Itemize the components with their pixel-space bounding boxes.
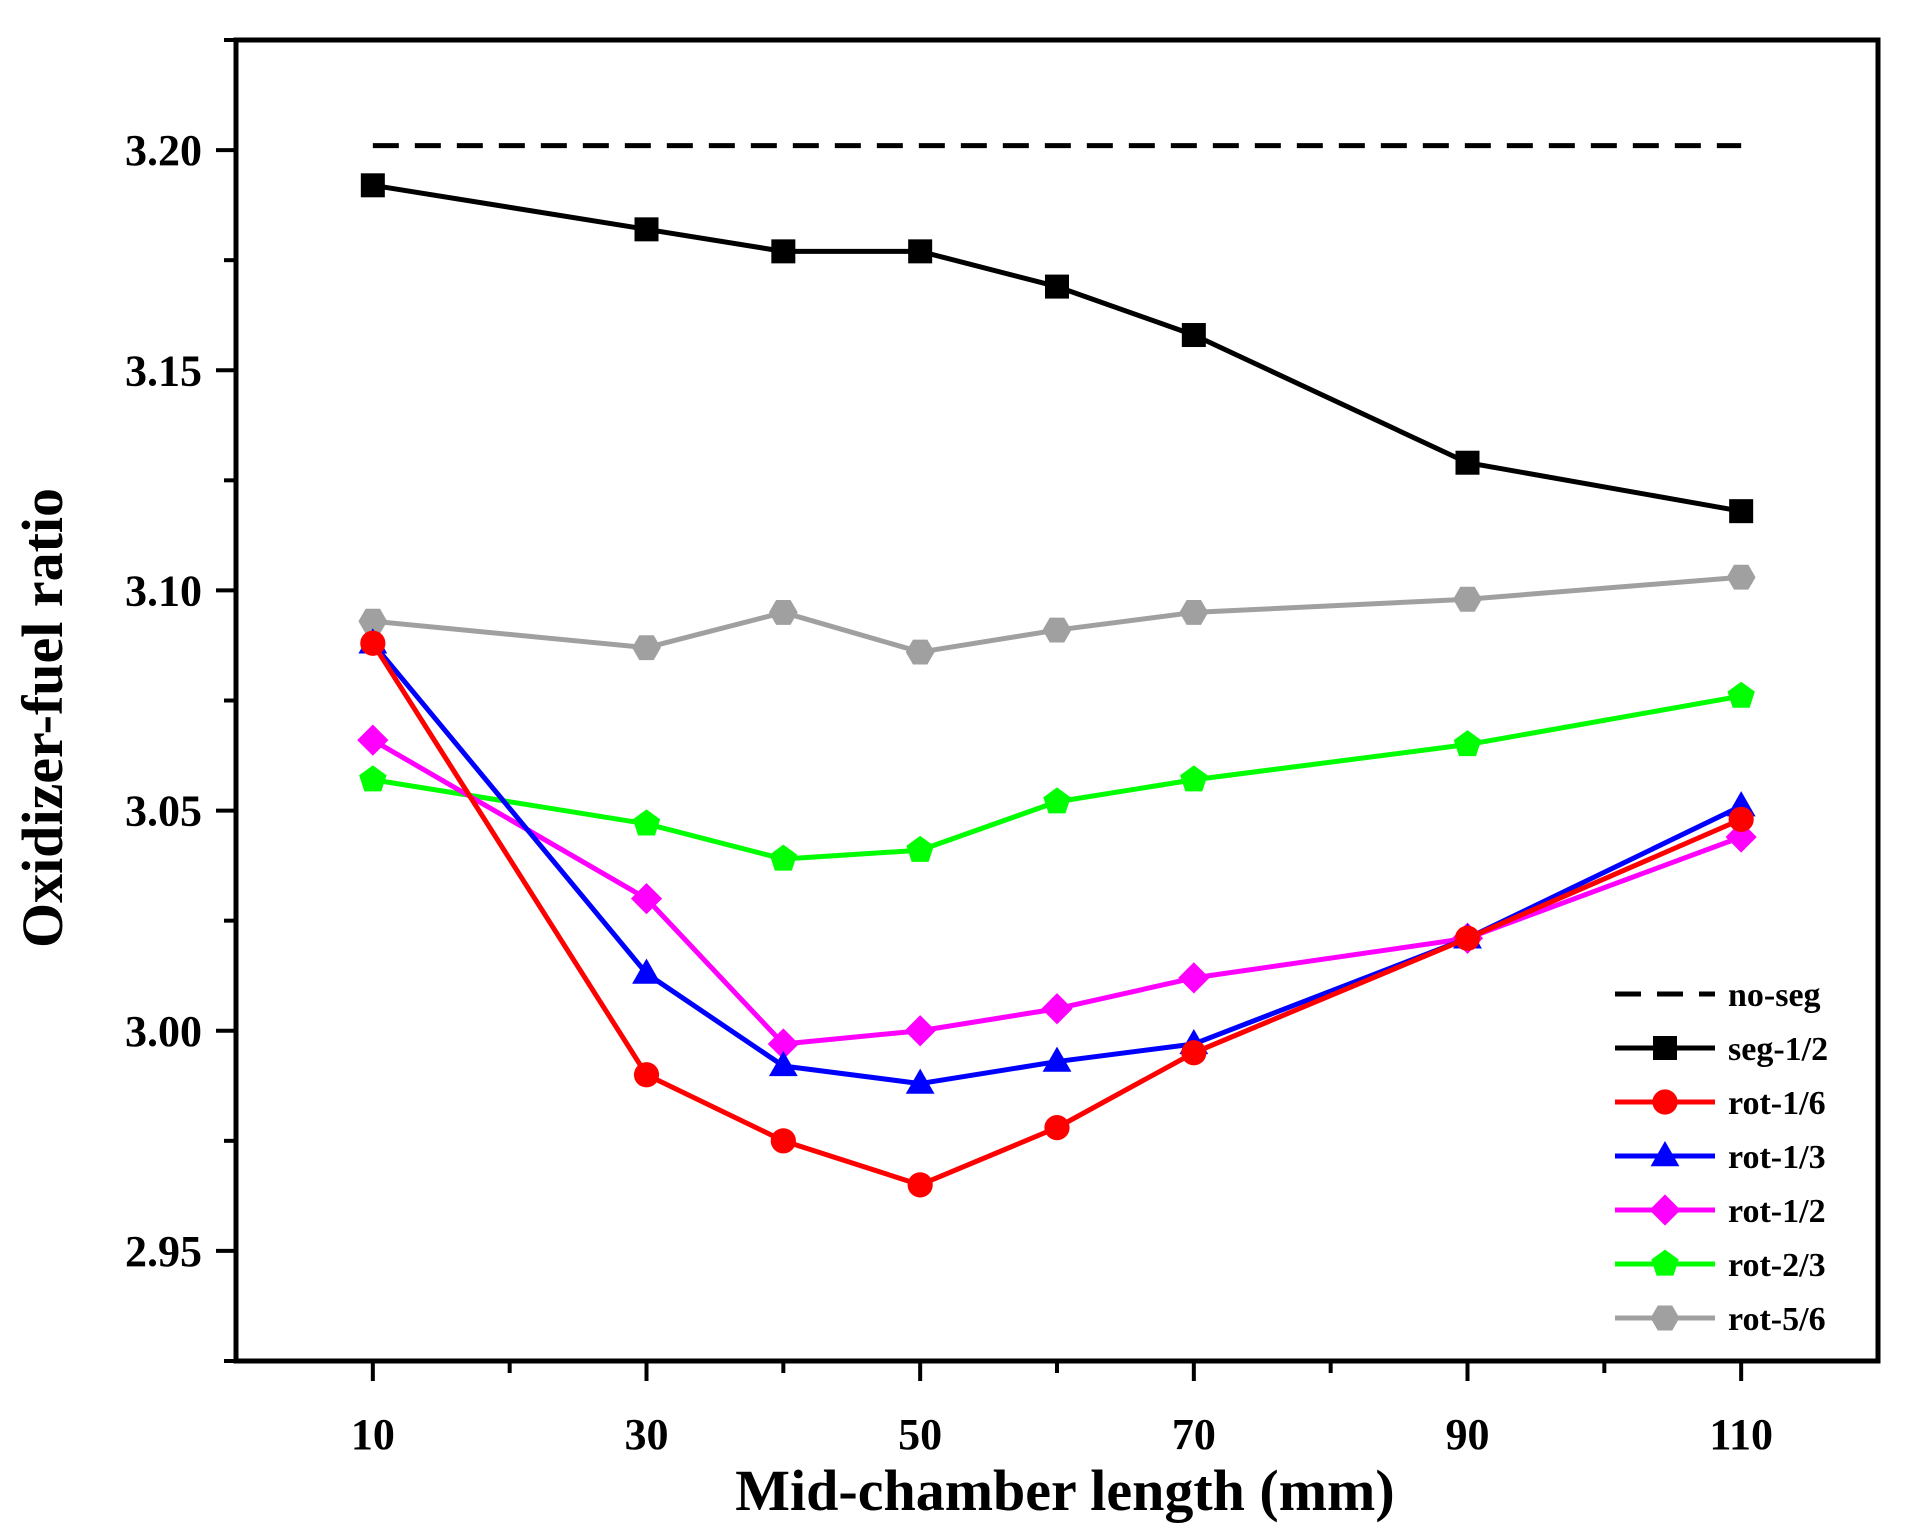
x-tick-label: 90 <box>1446 1410 1490 1459</box>
x-axis-title: Mid-chamber length (mm) <box>735 1458 1394 1523</box>
data-point-rot-5-6 <box>1453 586 1482 612</box>
series-line-seg-1-2 <box>372 182 1742 514</box>
data-point-rot-5-6 <box>1726 564 1756 590</box>
data-point-rot-1-6 <box>1454 925 1481 951</box>
data-point-rot-2-3 <box>1180 765 1208 792</box>
data-point-rot-1-3 <box>632 958 661 984</box>
plot-frame <box>233 37 1881 1364</box>
y-tick-label: 3.15 <box>125 346 202 395</box>
y-tick-label: 3.00 <box>125 1007 202 1056</box>
data-point-rot-1-3 <box>768 1050 798 1077</box>
x-tick-label: 50 <box>898 1410 942 1459</box>
legend-label: rot-1/2 <box>1728 1193 1826 1230</box>
series-line-rot-1-6 <box>370 641 1743 1188</box>
legend-swatch-marker <box>1651 1249 1679 1276</box>
plot-border <box>233 37 1881 1364</box>
data-point-rot-5-6 <box>632 635 661 661</box>
data-point-rot-2-3 <box>1043 787 1071 814</box>
series-line-rot-2-3 <box>372 693 1742 862</box>
data-point-seg-1-2 <box>1729 499 1754 524</box>
legend: no-seg seg-1/2 rot-1/6 rot-1/3 rot-1/2 rot-2/… <box>1615 977 1828 1338</box>
data-point-seg-1-2 <box>634 217 659 242</box>
legend-swatch-marker <box>1650 1141 1680 1167</box>
data-point-rot-1-6 <box>1181 1040 1207 1066</box>
data-point-seg-1-2 <box>1181 323 1206 348</box>
legend-item-rot-5-6: rot-5/6 <box>1615 1301 1826 1338</box>
data-point-rot-1-6 <box>770 1128 796 1154</box>
legend-label: rot-2/3 <box>1728 1247 1826 1284</box>
legend-item-rot-1-3: rot-1/3 <box>1615 1139 1826 1176</box>
data-point-rot-1-3 <box>905 1068 935 1094</box>
data-point-rot-2-3 <box>906 835 934 862</box>
y-tick-label: 3.05 <box>125 787 202 836</box>
legend-label: seg-1/2 <box>1728 1031 1828 1068</box>
data-point-rot-1-2 <box>357 724 389 756</box>
data-point-seg-1-2 <box>1455 450 1480 475</box>
legend-swatch-marker <box>1649 1194 1681 1226</box>
series-rot-2-3 <box>359 681 1755 871</box>
legend-label: no-seg <box>1728 977 1821 1014</box>
legend-label: rot-1/3 <box>1728 1139 1826 1176</box>
data-point-seg-1-2 <box>908 239 933 264</box>
data-point-rot-1-6 <box>1728 806 1754 832</box>
y-tick-label: 3.20 <box>125 126 202 175</box>
data-point-rot-2-3 <box>1453 730 1482 757</box>
data-point-rot-1-6 <box>360 630 386 656</box>
series-line-rot-5-6 <box>372 574 1742 655</box>
ticks-layer: 10 30 50 70 90 110 2.95 3.00 3.05 3.10 3.15 3.20 <box>125 38 1773 1459</box>
data-point-rot-1-6 <box>633 1062 660 1088</box>
legend-swatch-marker <box>1653 1036 1677 1060</box>
data-point-rot-5-6 <box>1179 599 1209 625</box>
data-point-rot-1-2 <box>630 883 663 915</box>
data-point-rot-2-3 <box>359 765 387 792</box>
data-point-rot-5-6 <box>905 639 935 665</box>
x-tick-label: 70 <box>1172 1410 1216 1459</box>
data-point-rot-5-6 <box>768 599 798 625</box>
data-point-seg-1-2 <box>360 173 385 198</box>
y-tick-label: 2.95 <box>125 1227 202 1276</box>
legend-swatch-marker <box>1652 1089 1678 1115</box>
y-tick-label: 3.10 <box>125 566 202 615</box>
x-tick-label: 110 <box>1709 1410 1773 1459</box>
series-seg-1-2 <box>360 173 1754 524</box>
series-rot-1-2 <box>357 724 1757 1060</box>
legend-item-rot-2-3: rot-2/3 <box>1615 1247 1826 1284</box>
legend-label: rot-1/6 <box>1728 1085 1826 1122</box>
series-line-rot-1-2 <box>371 737 1743 1047</box>
data-point-rot-1-2 <box>767 1028 799 1060</box>
data-point-seg-1-2 <box>1045 274 1069 299</box>
legend-item-rot-1-2: rot-1/2 <box>1615 1193 1826 1230</box>
data-point-rot-2-3 <box>769 844 798 871</box>
data-point-rot-2-3 <box>1727 681 1755 708</box>
data-point-rot-2-3 <box>632 809 661 836</box>
data-point-rot-1-3 <box>1042 1046 1072 1072</box>
data-point-seg-1-2 <box>771 239 796 264</box>
legend-label: rot-5/6 <box>1728 1301 1826 1338</box>
series-layer <box>357 143 1757 1198</box>
x-tick-label: 30 <box>625 1410 669 1459</box>
series-rot-5-6 <box>358 564 1756 665</box>
data-point-rot-5-6 <box>358 608 388 634</box>
data-point-rot-5-6 <box>1042 617 1072 643</box>
data-point-rot-1-2 <box>1178 962 1210 994</box>
legend-item-no-seg: no-seg <box>1615 977 1821 1014</box>
data-point-rot-1-2 <box>904 1015 936 1047</box>
data-point-rot-1-2 <box>1041 993 1073 1025</box>
x-tick-label: 10 <box>351 1410 395 1459</box>
data-point-rot-1-6 <box>907 1172 933 1198</box>
legend-item-seg-1-2: seg-1/2 <box>1615 1031 1828 1068</box>
y-axis-title: Oxidizer-fuel ratio <box>10 488 75 948</box>
series-rot-1-6 <box>360 630 1754 1198</box>
legend-swatch-marker <box>1650 1305 1680 1331</box>
data-point-rot-1-6 <box>1044 1115 1070 1141</box>
legend-item-rot-1-6: rot-1/6 <box>1615 1085 1826 1122</box>
